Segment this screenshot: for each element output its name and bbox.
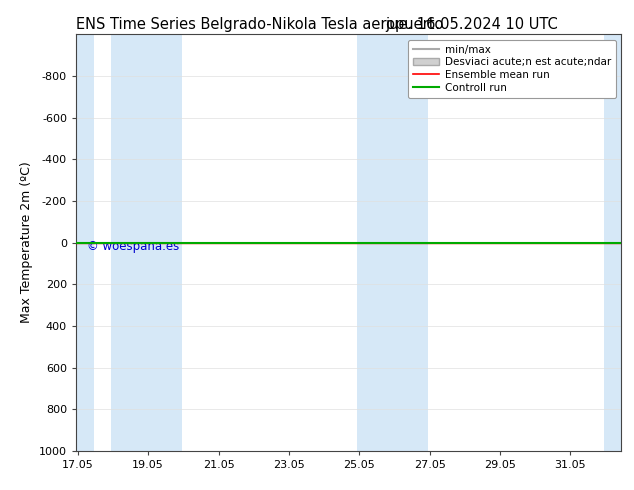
Text: © woespana.es: © woespana.es: [87, 241, 179, 253]
Bar: [111, 34, 181, 451]
Bar: [76, 34, 94, 451]
Y-axis label: Max Temperature 2m (ºC): Max Temperature 2m (ºC): [20, 162, 34, 323]
Bar: [604, 34, 621, 451]
Text: jue. 16.05.2024 10 UTC: jue. 16.05.2024 10 UTC: [385, 17, 558, 32]
Bar: [358, 34, 428, 451]
Text: ENS Time Series Belgrado-Nikola Tesla aeropuerto: ENS Time Series Belgrado-Nikola Tesla ae…: [76, 17, 443, 32]
Legend: min/max, Desviaci acute;n est acute;ndar, Ensemble mean run, Controll run: min/max, Desviaci acute;n est acute;ndar…: [408, 40, 616, 98]
